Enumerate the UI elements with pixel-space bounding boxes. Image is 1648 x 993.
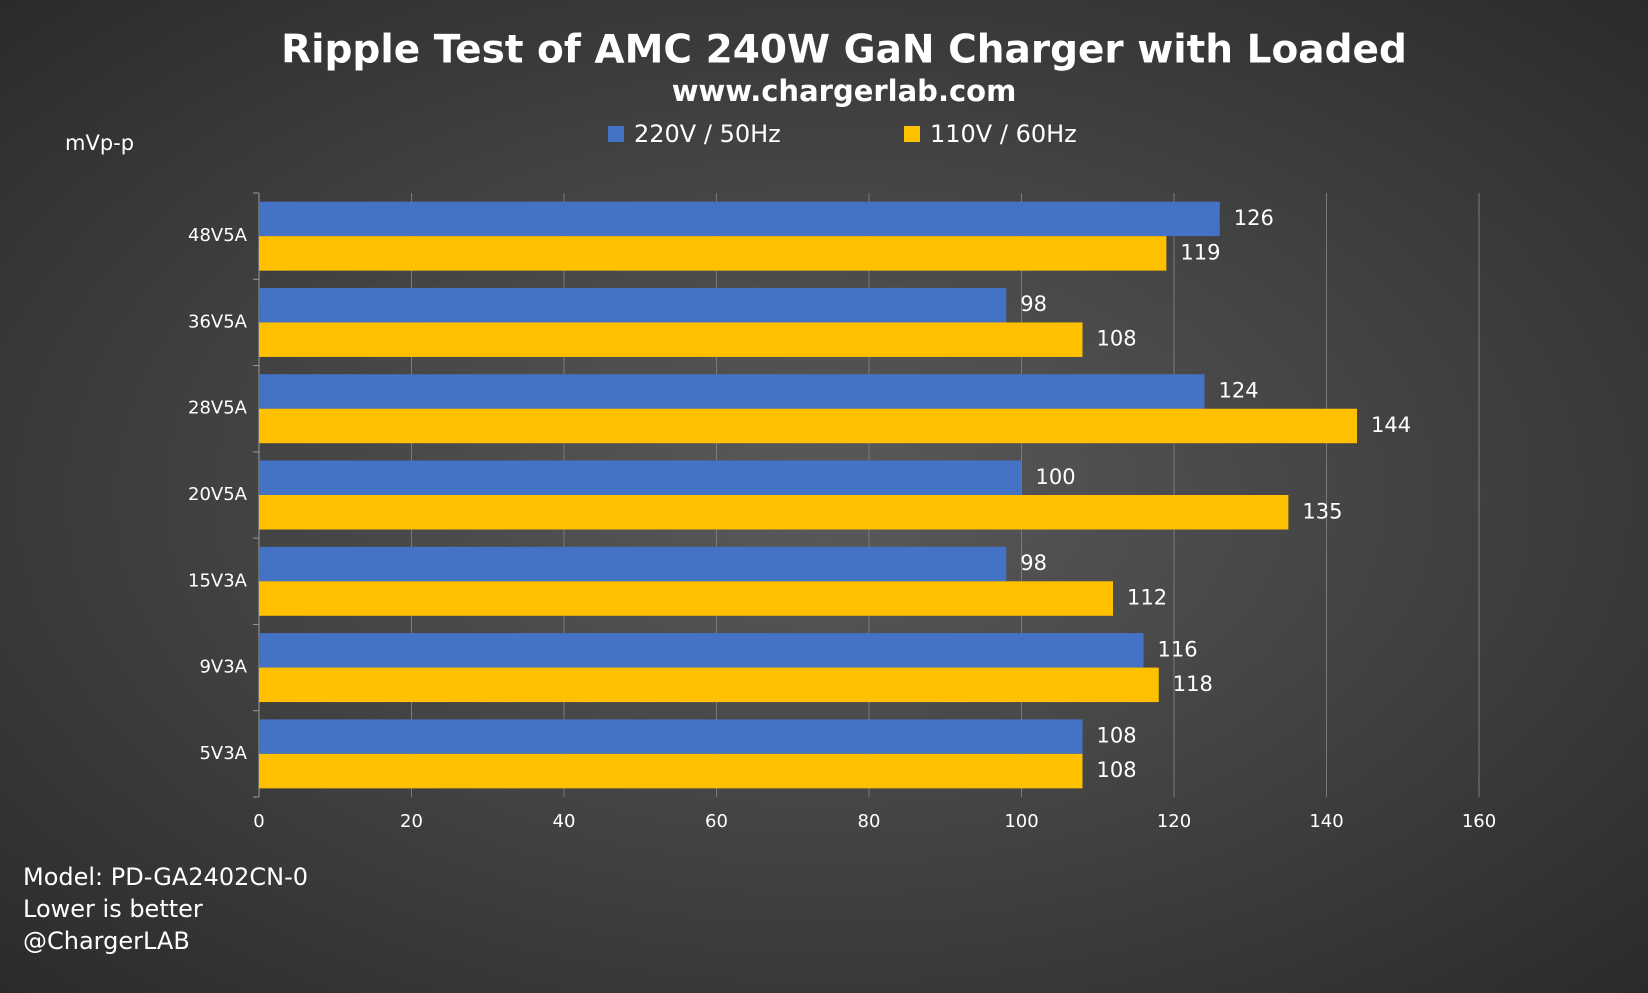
x-tick-label: 80 [858,811,881,832]
x-tick-label: 40 [553,811,576,832]
bar [259,546,1007,582]
bar [259,374,1205,409]
y-tick-label: 28V5A [188,398,248,419]
data-label: 112 [1127,586,1167,610]
bar [259,236,1167,271]
bar [259,753,1083,789]
legend-label: 110V / 60Hz [930,120,1077,148]
x-tick-label: 0 [253,811,264,832]
bar [259,408,1357,444]
x-tick-label: 140 [1309,811,1343,832]
bar [259,495,1289,530]
y-tick-label: 15V3A [188,570,248,591]
data-label: 144 [1371,413,1411,437]
footnote: Model: PD-GA2402CN-0 [23,863,308,891]
bar [259,667,1159,703]
y-tick-label: 48V5A [188,225,248,246]
data-label: 126 [1234,206,1274,230]
legend-label: 220V / 50Hz [634,120,781,148]
data-label: 135 [1302,499,1342,523]
data-label: 118 [1173,672,1213,696]
bar [259,719,1083,754]
y-tick-label: 20V5A [188,484,248,505]
x-tick-label: 20 [400,811,423,832]
legend-swatch [904,126,920,142]
y-tick-label: 36V5A [188,311,248,332]
data-label: 116 [1158,637,1198,661]
bar [259,460,1022,495]
chart-subtitle: www.chargerlab.com [672,74,1017,108]
data-label: 108 [1097,327,1137,351]
data-label: 108 [1097,724,1137,748]
chart-title: Ripple Test of AMC 240W GaN Charger with… [281,28,1407,73]
axis-label: mVp-p [65,131,134,155]
bar [259,201,1220,237]
bar [259,633,1144,668]
data-label: 100 [1036,465,1076,489]
data-label: 98 [1020,292,1047,316]
x-tick-label: 100 [1004,811,1038,832]
data-label: 119 [1180,240,1220,264]
legend-swatch [608,126,624,142]
bar [259,581,1113,616]
x-tick-label: 120 [1157,811,1191,832]
bar [259,287,1007,323]
footnote: @ChargerLAB [23,927,190,955]
x-tick-label: 60 [705,811,728,832]
data-label: 108 [1097,758,1137,782]
data-label: 98 [1020,551,1047,575]
y-tick-label: 9V3A [199,657,247,678]
y-tick-label: 5V3A [199,743,247,764]
data-label: 124 [1219,378,1259,402]
footnote: Lower is better [23,895,203,923]
x-tick-label: 160 [1462,811,1496,832]
bar [259,322,1083,357]
